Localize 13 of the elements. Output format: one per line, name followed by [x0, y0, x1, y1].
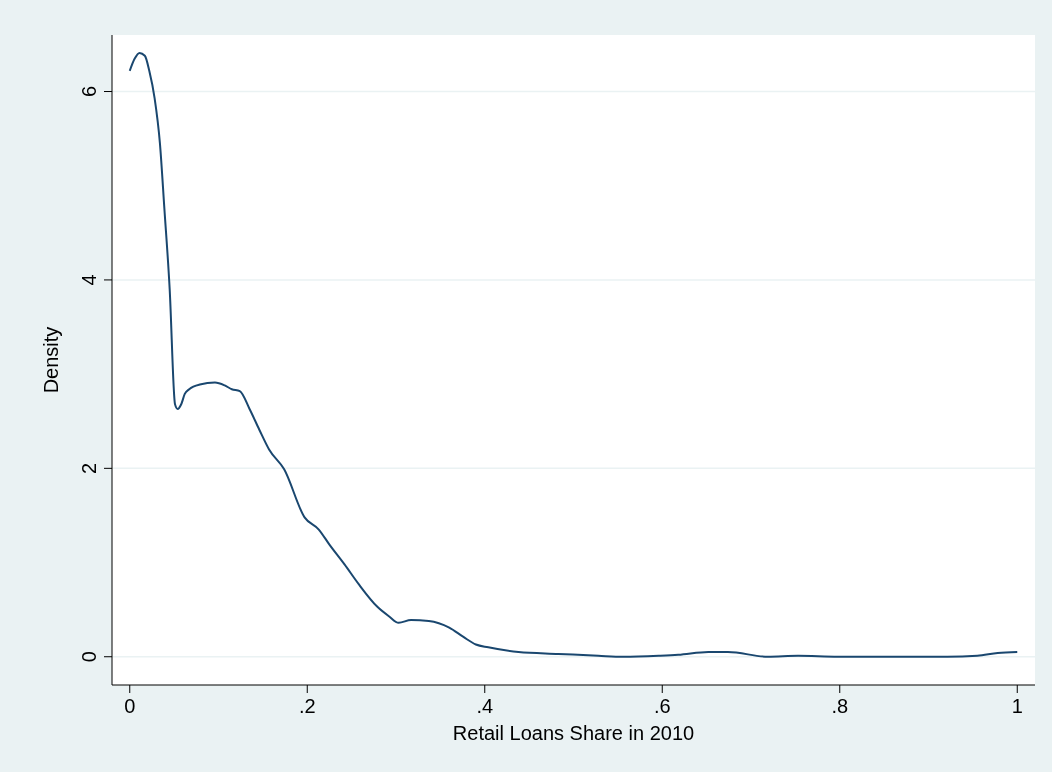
- x-tick-label: 1: [1011, 695, 1023, 717]
- x-tick-label: .8: [831, 695, 849, 717]
- x-tick-label: .2: [298, 695, 316, 717]
- y-axis-title: Density: [40, 326, 62, 394]
- x-tick-label: .4: [476, 695, 494, 717]
- x-tick-label: .6: [653, 695, 671, 717]
- y-tick-label: 6: [78, 85, 100, 98]
- line-series: [128, 51, 1019, 658]
- y-tick-label: 4: [78, 274, 100, 286]
- x-axis-title: Retail Loans Share in 2010: [452, 722, 695, 744]
- y-tick-label: 0: [78, 651, 100, 663]
- x-tick-label: 0: [124, 695, 136, 717]
- y-tick-label: 2: [78, 462, 100, 474]
